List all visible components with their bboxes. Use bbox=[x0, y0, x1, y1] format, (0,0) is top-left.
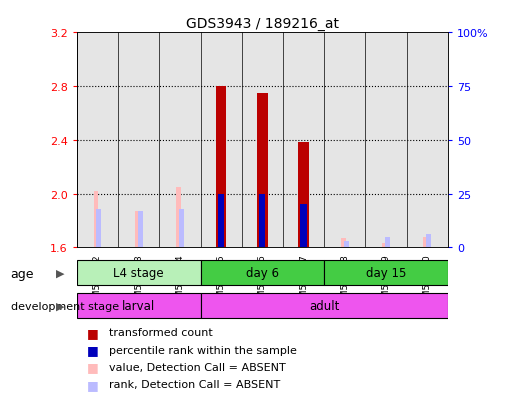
Bar bbox=[77, 260, 200, 286]
Text: ▶: ▶ bbox=[56, 268, 64, 278]
Bar bbox=[324, 260, 448, 286]
Bar bbox=[118, 33, 160, 248]
Bar bbox=[218, 194, 224, 248]
Text: transformed count: transformed count bbox=[109, 328, 213, 337]
Bar bbox=[138, 211, 143, 248]
Bar bbox=[77, 33, 118, 248]
Bar bbox=[200, 260, 324, 286]
Text: day 15: day 15 bbox=[366, 266, 406, 279]
Bar bbox=[407, 33, 448, 248]
Text: L4 stage: L4 stage bbox=[113, 266, 164, 279]
Text: ■: ■ bbox=[87, 343, 99, 356]
Bar bbox=[96, 209, 101, 248]
Text: percentile rank within the sample: percentile rank within the sample bbox=[109, 345, 296, 355]
Bar bbox=[216, 87, 226, 248]
Bar bbox=[365, 33, 407, 248]
Bar bbox=[426, 235, 431, 248]
Bar bbox=[324, 33, 365, 248]
Bar bbox=[77, 293, 200, 319]
Text: ▶: ▶ bbox=[56, 301, 64, 311]
Bar bbox=[344, 241, 349, 248]
Bar bbox=[385, 237, 390, 248]
Text: day 6: day 6 bbox=[246, 266, 279, 279]
Bar bbox=[242, 33, 283, 248]
Text: ■: ■ bbox=[87, 326, 99, 339]
Text: development stage: development stage bbox=[11, 301, 119, 311]
Text: adult: adult bbox=[309, 299, 339, 312]
Bar bbox=[382, 244, 387, 248]
Title: GDS3943 / 189216_at: GDS3943 / 189216_at bbox=[186, 17, 339, 31]
Bar bbox=[200, 33, 242, 248]
Bar bbox=[93, 192, 99, 248]
Bar bbox=[341, 238, 346, 248]
Bar bbox=[259, 194, 266, 248]
Text: ■: ■ bbox=[87, 361, 99, 374]
Bar bbox=[283, 33, 324, 248]
Bar bbox=[160, 33, 200, 248]
Bar bbox=[301, 205, 307, 248]
Bar bbox=[200, 293, 448, 319]
Text: rank, Detection Call = ABSENT: rank, Detection Call = ABSENT bbox=[109, 380, 280, 389]
Bar bbox=[135, 211, 140, 248]
Bar bbox=[179, 209, 184, 248]
Text: value, Detection Call = ABSENT: value, Detection Call = ABSENT bbox=[109, 362, 285, 372]
Bar bbox=[423, 237, 428, 248]
Text: age: age bbox=[11, 267, 34, 280]
Bar bbox=[257, 93, 268, 248]
Text: larval: larval bbox=[122, 299, 155, 312]
Bar bbox=[298, 143, 308, 248]
Text: ■: ■ bbox=[87, 378, 99, 391]
Bar bbox=[176, 188, 181, 248]
